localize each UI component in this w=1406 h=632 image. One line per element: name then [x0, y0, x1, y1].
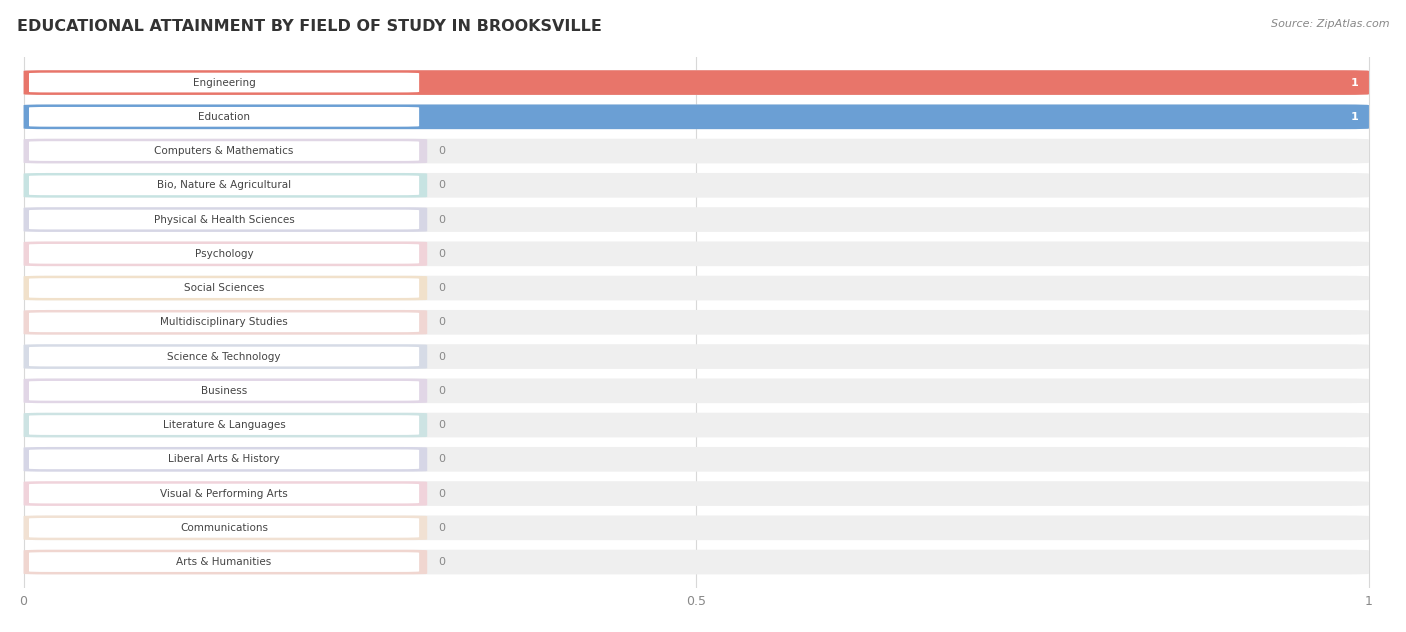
FancyBboxPatch shape — [24, 413, 427, 437]
Text: Social Sciences: Social Sciences — [184, 283, 264, 293]
FancyBboxPatch shape — [24, 104, 1369, 129]
Text: Physical & Health Sciences: Physical & Health Sciences — [153, 215, 294, 224]
FancyBboxPatch shape — [30, 278, 419, 298]
FancyBboxPatch shape — [30, 141, 419, 161]
Text: 0: 0 — [437, 454, 444, 465]
FancyBboxPatch shape — [24, 379, 427, 403]
Text: 0: 0 — [437, 180, 444, 190]
FancyBboxPatch shape — [30, 347, 419, 367]
Text: 0: 0 — [437, 351, 444, 362]
Text: 1: 1 — [1350, 112, 1358, 122]
FancyBboxPatch shape — [24, 173, 1369, 198]
FancyBboxPatch shape — [30, 73, 419, 92]
FancyBboxPatch shape — [24, 481, 1369, 506]
FancyBboxPatch shape — [30, 518, 419, 538]
FancyBboxPatch shape — [24, 276, 1369, 300]
FancyBboxPatch shape — [24, 413, 1369, 437]
FancyBboxPatch shape — [24, 276, 427, 300]
Text: Multidisciplinary Studies: Multidisciplinary Studies — [160, 317, 288, 327]
FancyBboxPatch shape — [30, 449, 419, 469]
FancyBboxPatch shape — [24, 550, 1369, 574]
Text: Communications: Communications — [180, 523, 269, 533]
Text: 0: 0 — [437, 283, 444, 293]
FancyBboxPatch shape — [24, 447, 1369, 471]
Text: 0: 0 — [437, 249, 444, 259]
FancyBboxPatch shape — [24, 310, 1369, 335]
Text: 0: 0 — [437, 215, 444, 224]
FancyBboxPatch shape — [30, 107, 419, 126]
FancyBboxPatch shape — [30, 244, 419, 264]
Text: Liberal Arts & History: Liberal Arts & History — [169, 454, 280, 465]
Text: Literature & Languages: Literature & Languages — [163, 420, 285, 430]
Text: Psychology: Psychology — [195, 249, 253, 259]
FancyBboxPatch shape — [24, 139, 427, 164]
FancyBboxPatch shape — [24, 173, 427, 198]
FancyBboxPatch shape — [24, 344, 427, 369]
FancyBboxPatch shape — [24, 516, 1369, 540]
Text: EDUCATIONAL ATTAINMENT BY FIELD OF STUDY IN BROOKSVILLE: EDUCATIONAL ATTAINMENT BY FIELD OF STUDY… — [17, 19, 602, 34]
FancyBboxPatch shape — [24, 207, 1369, 232]
Text: 0: 0 — [437, 557, 444, 567]
FancyBboxPatch shape — [30, 210, 419, 229]
Text: Science & Technology: Science & Technology — [167, 351, 281, 362]
FancyBboxPatch shape — [24, 241, 1369, 266]
FancyBboxPatch shape — [30, 552, 419, 572]
Text: Source: ZipAtlas.com: Source: ZipAtlas.com — [1271, 19, 1389, 29]
Text: Visual & Performing Arts: Visual & Performing Arts — [160, 489, 288, 499]
FancyBboxPatch shape — [24, 241, 427, 266]
Text: 0: 0 — [437, 523, 444, 533]
Text: Education: Education — [198, 112, 250, 122]
FancyBboxPatch shape — [24, 139, 1369, 164]
FancyBboxPatch shape — [30, 312, 419, 332]
Text: 1: 1 — [1350, 78, 1358, 88]
Text: Computers & Mathematics: Computers & Mathematics — [155, 146, 294, 156]
FancyBboxPatch shape — [30, 483, 419, 504]
Text: 0: 0 — [437, 146, 444, 156]
FancyBboxPatch shape — [24, 550, 427, 574]
Text: Bio, Nature & Agricultural: Bio, Nature & Agricultural — [157, 180, 291, 190]
FancyBboxPatch shape — [24, 70, 1369, 95]
FancyBboxPatch shape — [24, 447, 427, 471]
Text: 0: 0 — [437, 420, 444, 430]
FancyBboxPatch shape — [24, 481, 427, 506]
FancyBboxPatch shape — [24, 379, 1369, 403]
FancyBboxPatch shape — [24, 310, 427, 335]
FancyBboxPatch shape — [24, 516, 427, 540]
Text: Engineering: Engineering — [193, 78, 256, 88]
Text: Arts & Humanities: Arts & Humanities — [176, 557, 271, 567]
FancyBboxPatch shape — [24, 207, 427, 232]
FancyBboxPatch shape — [24, 104, 1369, 129]
FancyBboxPatch shape — [30, 176, 419, 195]
Text: 0: 0 — [437, 489, 444, 499]
Text: Business: Business — [201, 386, 247, 396]
FancyBboxPatch shape — [30, 381, 419, 401]
FancyBboxPatch shape — [24, 70, 1369, 95]
Text: 0: 0 — [437, 386, 444, 396]
FancyBboxPatch shape — [24, 344, 1369, 369]
Text: 0: 0 — [437, 317, 444, 327]
FancyBboxPatch shape — [30, 415, 419, 435]
